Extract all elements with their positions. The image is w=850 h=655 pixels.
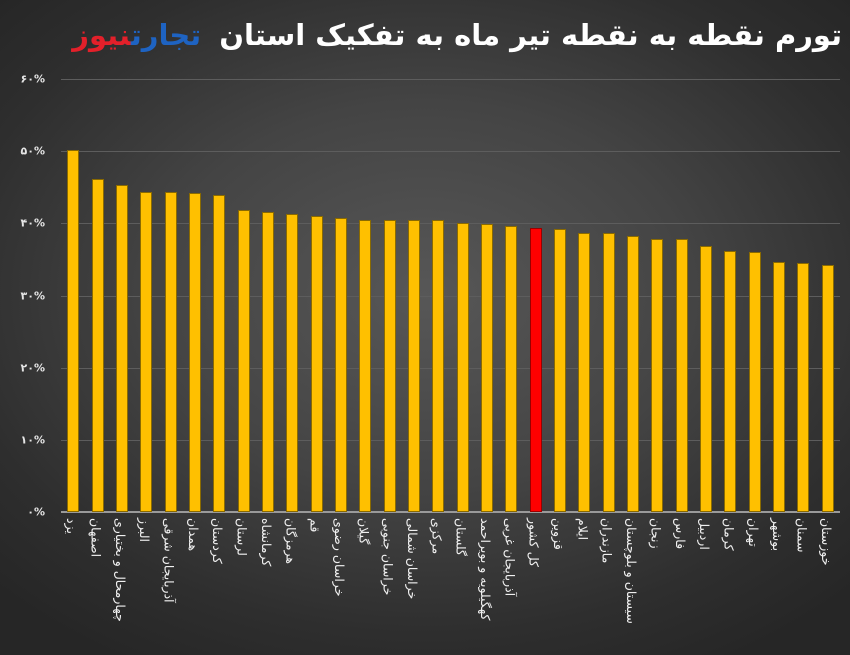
bar (164, 192, 177, 512)
x-tick-label: خراسان رضوی (331, 518, 347, 597)
x-tick-label: مازندران (599, 518, 615, 564)
bar (213, 195, 226, 512)
y-tick-label: ۲۰% (20, 361, 45, 375)
x-tick-label: البرز (137, 518, 153, 542)
x-tick-label: کهگیلویه و بویراحمد (478, 518, 494, 621)
bar (237, 210, 250, 512)
bar (334, 217, 347, 512)
bar (700, 246, 713, 512)
x-tick-label: فارس (672, 518, 688, 550)
y-tick-label: ۴۰% (20, 216, 45, 230)
x-tick-label: چهارمحال و بختیاری (112, 518, 128, 622)
x-tick-label: کل کشور (526, 518, 542, 567)
x-tick-label: کرمانشاه (258, 518, 274, 567)
bar (67, 150, 80, 512)
bar (140, 191, 153, 512)
bar (261, 211, 274, 512)
x-tick-label: یزد (64, 518, 80, 534)
bar (773, 261, 786, 512)
x-tick-label: بوشهر (770, 518, 786, 552)
bar (359, 219, 372, 512)
bar (627, 235, 640, 512)
x-tick-label: سمنان (794, 518, 810, 553)
bar (602, 233, 615, 512)
bar (383, 220, 396, 512)
bar (578, 233, 591, 512)
x-tick-label: خراسان جنوبی (380, 518, 396, 596)
y-tick-label: ۳۰% (20, 289, 45, 302)
bar (529, 228, 542, 512)
x-tick-label: آذربایجان غربی (502, 518, 518, 597)
x-tick-label: خوزستان (818, 518, 834, 566)
x-tick-label: گلستان (453, 518, 469, 557)
title-text: تورم نقطه به نقطه تیر ماه به تفکیک استان (219, 18, 842, 52)
bar (748, 252, 761, 512)
logo-part-red: نیوز (72, 18, 131, 52)
bar (505, 225, 518, 512)
x-tick-label: قم (307, 518, 323, 533)
x-tick-label: هرمزگان (283, 518, 299, 565)
y-tick-label: ۰% (27, 505, 45, 519)
bar (115, 185, 128, 512)
y-tick-label: ۱۰% (20, 433, 45, 447)
x-tick-label: سیستان و بلوچستان (624, 518, 640, 624)
bar (432, 220, 445, 512)
bar (407, 220, 420, 512)
x-axis-line (61, 511, 840, 513)
bar (675, 239, 688, 512)
gridline (61, 367, 840, 369)
x-tick-label: گیلان (356, 518, 372, 545)
plot-area (61, 79, 840, 513)
bar (286, 213, 299, 512)
x-tick-label: مرکزی (429, 518, 445, 555)
x-tick-label: آذربایجان شرقی (161, 518, 177, 603)
bar (481, 224, 494, 512)
bar (797, 263, 810, 512)
chart-title: تورم نقطه به نقطه تیر ماه به تفکیک استان… (72, 18, 842, 52)
x-tick-label: کردستان (210, 518, 226, 564)
bar (456, 222, 469, 512)
bar (554, 229, 567, 512)
gridline (61, 151, 840, 153)
bar (724, 251, 737, 512)
x-tick-label: ایلام (575, 518, 591, 541)
gridline (61, 223, 840, 225)
logo-part-blue: تجارت (130, 18, 202, 52)
x-tick-label: خراسان شمالی (404, 518, 420, 600)
bar (651, 239, 664, 512)
gridline (61, 439, 840, 441)
x-tick-label: زنجان (648, 518, 664, 549)
bar (310, 216, 323, 512)
y-tick-label: ۵۰% (20, 144, 45, 158)
brand-logo: تجارتنیوز (72, 18, 201, 52)
x-tick-label: اردبیل (697, 518, 713, 550)
x-tick-label: همدان (185, 518, 201, 552)
gridline (61, 295, 840, 297)
x-tick-label: اصفهان (88, 518, 104, 558)
x-tick-label: تهران (745, 518, 761, 547)
bar (821, 265, 834, 512)
x-tick-label: کرمان (721, 518, 737, 551)
y-tick-label: ۶۰% (20, 72, 45, 86)
bar (188, 193, 201, 512)
bar (91, 178, 104, 512)
x-tick-label: قزوین (551, 518, 567, 550)
gridline (61, 79, 840, 80)
x-tick-label: لرستان (234, 518, 250, 556)
